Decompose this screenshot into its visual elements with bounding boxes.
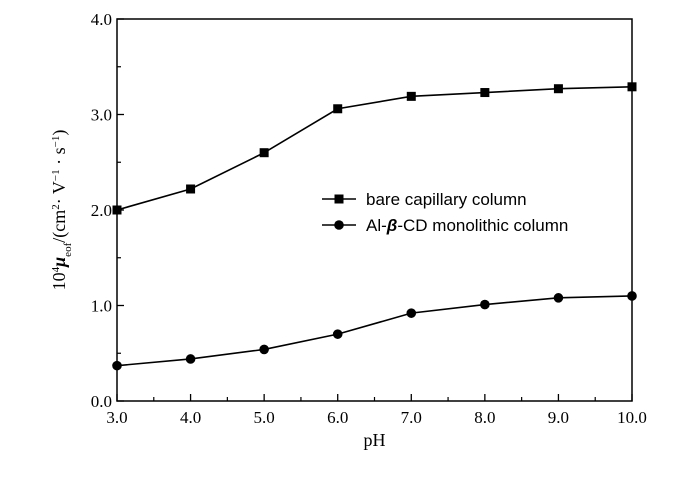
x-axis-label: pH [364, 430, 386, 450]
x-tick-label: 5.0 [254, 408, 275, 427]
data-point [185, 354, 196, 364]
y-tick-label: 0.0 [91, 392, 112, 411]
x-tick-label: 7.0 [401, 408, 422, 427]
y-label-mu-sub: eof [62, 242, 74, 256]
data-point [112, 205, 122, 215]
legend-label-2: Al-β-CD monolithic column [366, 216, 568, 235]
y-axis-label: 104μeof/(cm2· V−1 · s−1) [49, 130, 74, 291]
x-tick-label: 8.0 [474, 408, 495, 427]
y-label-exp: 4 [50, 266, 62, 272]
legend-marker-circle [334, 220, 344, 230]
y-label-units-close: ) [49, 130, 70, 136]
y-label-mu: μ [49, 257, 69, 268]
data-point [627, 291, 637, 301]
legend-marker-square [334, 194, 344, 204]
legend-label-2-part-a: Al- [366, 216, 387, 235]
y-label-units-sup-v: −1 [50, 169, 62, 181]
y-label-units-sup-s: −1 [50, 136, 62, 148]
data-point [553, 84, 563, 94]
y-label-units-open: /(cm [49, 210, 70, 243]
y-label-units-sup2: 2 [50, 204, 62, 210]
tick-labels: 3.0 4.0 5.0 6.0 7.0 8.0 9.0 10.0 0.0 1.0 2.0 3.0 4.0 [91, 10, 647, 427]
y-tick-label: 4.0 [91, 10, 112, 29]
y-tick-label: 3.0 [91, 106, 112, 125]
legend-label-2-beta: β [386, 216, 398, 235]
data-point [259, 148, 269, 158]
data-point [406, 308, 417, 318]
data-point [627, 82, 637, 92]
legend-label-1: bare capillary column [366, 190, 527, 209]
series-1 [112, 82, 637, 215]
x-tick-label: 10.0 [617, 408, 647, 427]
legend-entry-bare-capillary: bare capillary column [322, 190, 527, 209]
tick-marks [116, 18, 633, 402]
axes [116, 18, 633, 402]
legend-label-2-part-b: -CD monolithic column [397, 216, 568, 235]
data-point [112, 360, 122, 371]
data-point [259, 344, 269, 355]
x-tick-label: 6.0 [327, 408, 348, 427]
data-point [480, 88, 490, 98]
y-label-units-mid2: · s [49, 147, 69, 169]
x-tick-label: 3.0 [106, 408, 127, 427]
y-tick-label: 1.0 [91, 297, 112, 316]
series-2 [112, 291, 637, 371]
series-line [116, 295, 633, 367]
data-point [480, 299, 490, 310]
data-point [333, 104, 343, 114]
data-point [406, 91, 416, 101]
series-line [116, 86, 633, 211]
data-point [186, 184, 196, 194]
series-layer [112, 82, 637, 371]
data-point [332, 329, 343, 339]
y-label-units-mid: · V [49, 181, 69, 204]
x-tick-label: 4.0 [180, 408, 201, 427]
y-label-prefix: 10 [49, 272, 69, 290]
legend: bare capillary column Al-β-CD monolithic… [322, 190, 568, 235]
x-tick-label: 9.0 [548, 408, 569, 427]
y-tick-label: 2.0 [91, 201, 112, 220]
data-point [553, 293, 564, 303]
legend-entry-al-beta-cd: Al-β-CD monolithic column [322, 216, 568, 235]
plot-frame [116, 18, 633, 402]
